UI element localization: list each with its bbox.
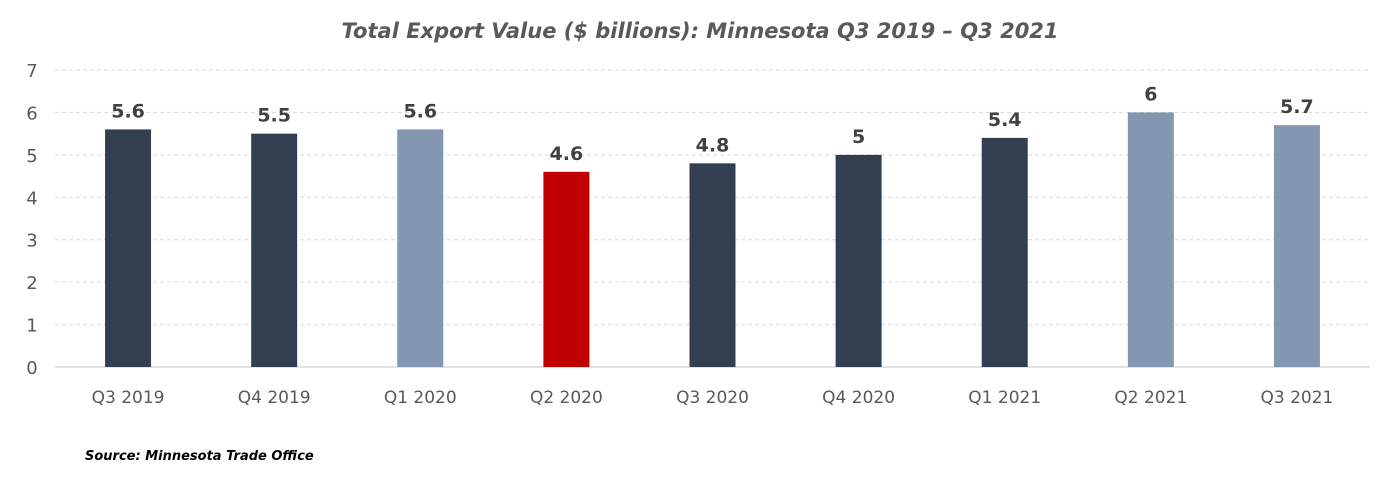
x-axis-ticks: Q3 2019 Q4 2019 Q1 2020 Q2 2020 Q3 2020 Q4 20… [92, 388, 1334, 408]
data-label: 5 [852, 126, 865, 148]
data-label: 4.8 [696, 134, 730, 156]
x-tick-label: Q3 2021 [1261, 388, 1334, 408]
source-note: Source: Minnesota Trade Office [85, 449, 314, 464]
bar-q1-2020 [397, 129, 444, 367]
data-label: 5.5 [257, 105, 291, 127]
data-label: 4.6 [550, 143, 584, 165]
bar-q3-2021 [1273, 125, 1320, 368]
bar-q2-2021 [1127, 112, 1174, 367]
data-label: 6 [1144, 83, 1157, 105]
data-label: 5.6 [403, 100, 437, 122]
data-label: 5.6 [111, 100, 145, 122]
x-tick-label: Q1 2020 [384, 388, 457, 408]
bar-q2-2020 [543, 171, 590, 367]
y-tick-label: 3 [26, 231, 37, 252]
x-tick-label: Q2 2021 [1114, 388, 1187, 408]
bar-q3-2020 [689, 163, 736, 367]
x-tick-label: Q3 2020 [676, 388, 749, 408]
y-tick-label: 6 [26, 103, 37, 124]
y-tick-label: 1 [26, 316, 37, 337]
y-tick-label: 2 [26, 273, 37, 294]
x-tick-label: Q3 2019 [92, 388, 165, 408]
x-tick-label: Q4 2019 [238, 388, 311, 408]
data-label: 5.7 [1280, 96, 1314, 118]
y-tick-label: 5 [26, 146, 37, 167]
bar-q4-2020 [835, 154, 882, 367]
x-tick-label: Q4 2020 [822, 388, 895, 408]
bars [105, 112, 1320, 368]
x-tick-label: Q1 2021 [968, 388, 1041, 408]
data-label: 5.4 [988, 109, 1022, 131]
chart-title: Total Export Value ($ billions): Minneso… [341, 19, 1058, 43]
bar-q4-2019 [251, 133, 298, 367]
y-axis-ticks: 0 1 2 3 4 5 6 7 [26, 61, 37, 379]
x-tick-label: Q2 2020 [530, 388, 603, 408]
y-tick-label: 4 [26, 188, 37, 209]
bar-q3-2019 [105, 129, 152, 367]
data-labels: 5.6 5.5 5.6 4.6 4.8 5 5.4 6 5.7 [111, 83, 1314, 164]
bar-q1-2021 [981, 137, 1028, 367]
y-tick-label: 7 [26, 61, 37, 82]
y-tick-label: 0 [26, 358, 37, 379]
